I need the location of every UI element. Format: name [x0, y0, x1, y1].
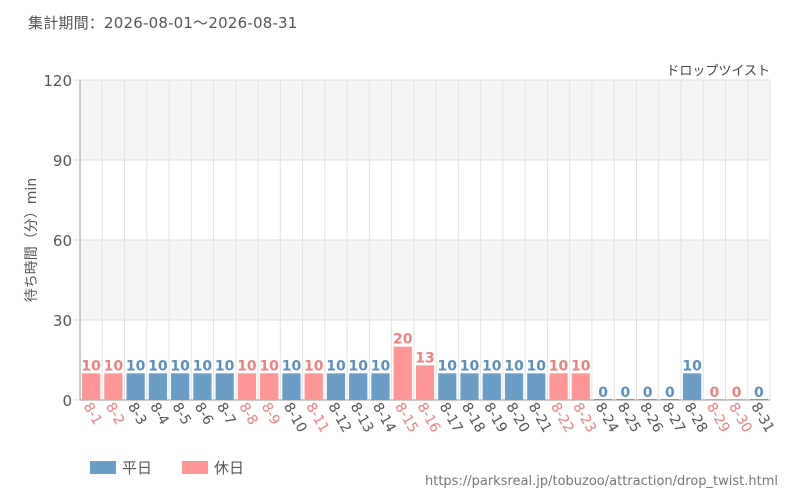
- chart-title: ドロップツイスト: [666, 64, 770, 79]
- bar: [282, 373, 301, 400]
- bar-value-label: 10: [193, 358, 213, 374]
- x-tick-label: 8-9: [258, 400, 283, 428]
- bar: [571, 373, 590, 400]
- bar: [237, 373, 257, 400]
- x-tick-label: 8-5: [169, 400, 194, 428]
- bar-value-label: 10: [126, 358, 146, 374]
- x-tick-label: 8-6: [191, 400, 216, 428]
- legend-label-weekday: 平日: [122, 459, 153, 477]
- bar-value-label: 10: [549, 358, 569, 374]
- bar-value-label: 10: [438, 358, 458, 374]
- bar: [326, 373, 346, 400]
- bar: [660, 399, 679, 400]
- bar: [727, 399, 746, 400]
- bar: [126, 373, 145, 400]
- y-tick-label: 0: [62, 392, 72, 410]
- legend-item-weekday[interactable]: 平日: [90, 457, 152, 478]
- bar-value-label: 0: [754, 385, 764, 401]
- bar-value-label: 0: [665, 385, 675, 401]
- bar-value-label: 0: [643, 385, 653, 401]
- bar: [171, 373, 190, 400]
- bar-value-label: 0: [598, 385, 608, 401]
- period-text: 集計期間：2026-08-01～2026-08-31: [28, 14, 298, 32]
- bar-value-label: 0: [620, 385, 630, 401]
- bar-value-label: 10: [282, 358, 302, 374]
- x-tick-label: 8-7: [213, 400, 238, 428]
- bar-value-label: 10: [148, 358, 168, 374]
- bar: [82, 373, 101, 400]
- bar-value-label: 10: [571, 358, 591, 374]
- bar: [393, 346, 412, 400]
- plot-band: [80, 80, 770, 160]
- x-tick-label: 8-3: [124, 400, 149, 428]
- y-tick-label: 60: [53, 232, 72, 250]
- bar-value-label: 10: [371, 358, 391, 374]
- x-tick-label: 8-31: [747, 400, 777, 436]
- bar: [616, 399, 635, 400]
- bar-value-label: 10: [104, 358, 124, 374]
- bar: [193, 373, 212, 400]
- bar-value-label: 10: [237, 358, 257, 374]
- bar: [215, 373, 234, 400]
- bar: [638, 399, 657, 400]
- x-tick-label: 8-1: [80, 400, 105, 428]
- bar: [260, 373, 279, 400]
- x-tick-label: 8-2: [102, 400, 127, 428]
- bar: [438, 373, 457, 400]
- bar-value-label: 10: [259, 358, 279, 374]
- bar-value-label: 10: [527, 358, 547, 374]
- source-url: https://parksreal.jp/tobuzoo/attraction/…: [425, 474, 778, 489]
- legend-item-holiday[interactable]: 休日: [182, 457, 244, 478]
- bar-value-label: 13: [415, 350, 434, 366]
- y-axis-label: 待ち時間（分）min: [24, 178, 40, 302]
- bar-value-label: 10: [482, 358, 502, 374]
- bar-value-label: 10: [504, 358, 524, 374]
- x-tick-label: 8-8: [235, 400, 260, 428]
- bar-value-label: 20: [393, 332, 413, 348]
- bar: [482, 373, 501, 400]
- bar-value-label: 10: [682, 358, 702, 374]
- bar: [593, 399, 613, 400]
- legend-label-holiday: 休日: [214, 459, 245, 477]
- bar: [371, 373, 390, 400]
- bar: [527, 373, 546, 400]
- bar: [460, 373, 479, 400]
- bar-value-label: 10: [215, 358, 235, 374]
- plot-band: [80, 160, 770, 240]
- bar-value-label: 0: [732, 385, 742, 401]
- bar-value-label: 10: [348, 358, 368, 374]
- bar: [504, 373, 524, 400]
- legend: 平日 休日: [90, 457, 244, 478]
- x-tick-label: 8-4: [146, 400, 171, 428]
- bar-value-label: 10: [81, 358, 101, 374]
- bar: [104, 373, 123, 400]
- bar: [148, 373, 168, 400]
- bar: [349, 373, 368, 400]
- bar: [705, 399, 724, 400]
- bar: [415, 365, 435, 400]
- y-tick-label: 30: [53, 312, 72, 330]
- y-tick-label: 120: [43, 72, 72, 90]
- bar: [749, 399, 768, 400]
- bar-value-label: 10: [304, 358, 324, 374]
- legend-swatch-holiday: [182, 461, 209, 474]
- bar-value-label: 10: [460, 358, 480, 374]
- legend-swatch-weekday: [90, 461, 116, 474]
- bar: [682, 373, 702, 400]
- bar-value-label: 10: [170, 358, 190, 374]
- bar: [549, 373, 568, 400]
- bar-value-label: 0: [709, 385, 719, 401]
- plot-band: [80, 240, 770, 320]
- bar-value-label: 10: [326, 358, 346, 374]
- y-tick-label: 90: [53, 152, 72, 170]
- bar: [304, 373, 323, 400]
